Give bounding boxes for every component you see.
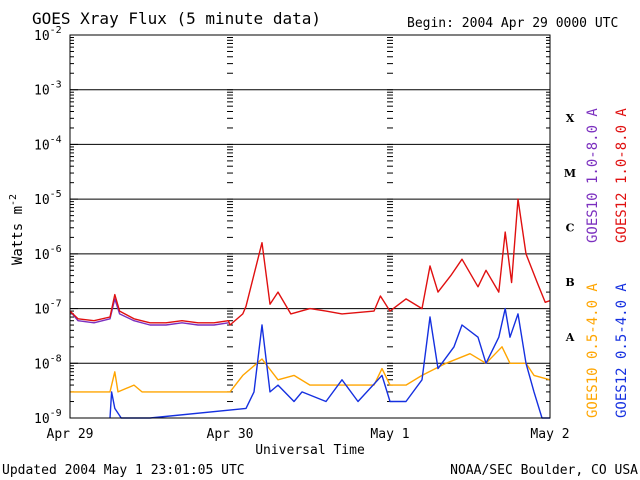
- flare-class-label: C: [566, 222, 575, 235]
- minor-ticks: [70, 37, 550, 419]
- y-tick-exponent: -4: [50, 134, 62, 145]
- y-tick-base: 10: [34, 84, 50, 99]
- y-tick-label: 10-7: [34, 299, 62, 318]
- legend-entry: GOES12 0.5-4.0 A: [614, 283, 630, 418]
- y-tick-label: 10-3: [34, 80, 62, 99]
- y-tick-label: 10-6: [34, 244, 62, 263]
- flare-class-label: A: [565, 331, 575, 344]
- y-tick-base: 10: [34, 357, 50, 372]
- legend-entry: GOES10 0.5-4.0 A: [585, 283, 601, 418]
- series-lines: [69, 198, 551, 419]
- y-tick-base: 10: [34, 138, 50, 153]
- y-tick-label: 10-2: [34, 25, 62, 44]
- flare-class-label: X: [566, 112, 575, 125]
- x-tick-labels: Apr 29 Apr 30 May 1 May 2: [47, 427, 570, 442]
- x-tick-label: Apr 29: [47, 427, 94, 442]
- y-tick-labels: 10-910-810-710-610-510-410-310-2: [34, 25, 62, 427]
- y-tick-label: 10-5: [34, 189, 62, 208]
- y-tick-exponent: -2: [50, 25, 62, 36]
- y-axis-label: Watts m-2: [8, 194, 26, 265]
- y-tick-exponent: -3: [50, 80, 62, 91]
- flare-class-label: M: [564, 167, 576, 180]
- begin-label: Begin: 2004 Apr 29 0000 UTC: [407, 16, 618, 31]
- flare-class-label: B: [565, 276, 574, 289]
- y-tick-base: 10: [34, 29, 50, 44]
- flare-class-labels: A B C M X: [564, 112, 576, 344]
- y-tick-label: 10-9: [34, 408, 62, 427]
- plot-frame: [69, 34, 551, 419]
- series-line-3: [109, 307, 550, 419]
- y-tick-base: 10: [34, 412, 50, 427]
- chart-title: GOES Xray Flux (5 minute data): [32, 9, 321, 28]
- y-tick-base: 10: [34, 248, 50, 263]
- x-tick-label: May 2: [530, 427, 569, 442]
- x-axis-label: Universal Time: [255, 443, 365, 458]
- x-tick-label: May 1: [370, 427, 409, 442]
- legend-entry: GOES10 1.0-8.0 A: [585, 108, 601, 243]
- gridlines: [70, 89, 550, 364]
- y-tick-label: 10-8: [34, 353, 62, 372]
- y-axis-label-exponent: -2: [8, 194, 19, 206]
- y-tick-label: 10-4: [34, 134, 62, 153]
- series-line-2: [70, 346, 551, 393]
- y-tick-base: 10: [34, 303, 50, 318]
- y-tick-exponent: -9: [50, 408, 62, 419]
- y-tick-exponent: -5: [50, 189, 62, 200]
- y-tick-exponent: -6: [50, 244, 62, 255]
- y-tick-exponent: -7: [50, 299, 62, 310]
- footer-updated: Updated 2004 May 1 23:01:05 UTC: [2, 463, 245, 478]
- y-tick-exponent: -8: [50, 353, 62, 364]
- series-line-1: [69, 198, 551, 326]
- x-tick-label: Apr 30: [207, 427, 254, 442]
- legend: GOES10 1.0-8.0 A GOES12 1.0-8.0 A GOES10 0…: [585, 108, 630, 418]
- y-tick-base: 10: [34, 193, 50, 208]
- footer-source: NOAA/SEC Boulder, CO USA: [450, 463, 638, 478]
- series-line-0: [69, 298, 229, 326]
- legend-entry: GOES12 1.0-8.0 A: [614, 108, 630, 243]
- y-axis-label-base: Watts m: [10, 206, 26, 265]
